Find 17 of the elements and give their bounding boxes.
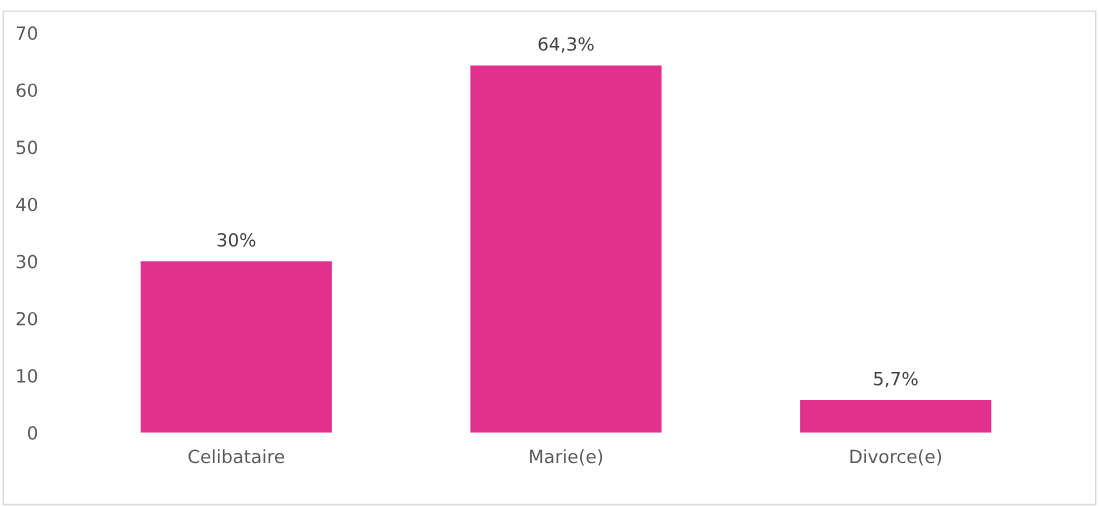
y-tick-label: 10 <box>17 368 38 383</box>
bar <box>140 261 332 433</box>
x-tick-label: Marie(e) <box>530 449 603 466</box>
y-tick-label: 20 <box>16 311 38 326</box>
bar <box>470 65 662 433</box>
y-tick-label: 0 <box>27 426 38 440</box>
data-label: 5,7% <box>874 371 918 388</box>
y-tick-label: 50 <box>16 140 38 155</box>
y-tick-label: 40 <box>16 197 38 212</box>
data-label: 64,3% <box>538 37 594 53</box>
y-tick-label: 70 <box>16 26 38 41</box>
data-label: 30% <box>217 233 256 247</box>
y-tick-label: 30 <box>16 254 38 269</box>
x-tick-label: Divorce(e) <box>850 449 942 466</box>
y-tick-label: 60 <box>16 83 38 98</box>
bar <box>800 400 992 433</box>
x-tick-label: Celibataire <box>188 449 285 464</box>
